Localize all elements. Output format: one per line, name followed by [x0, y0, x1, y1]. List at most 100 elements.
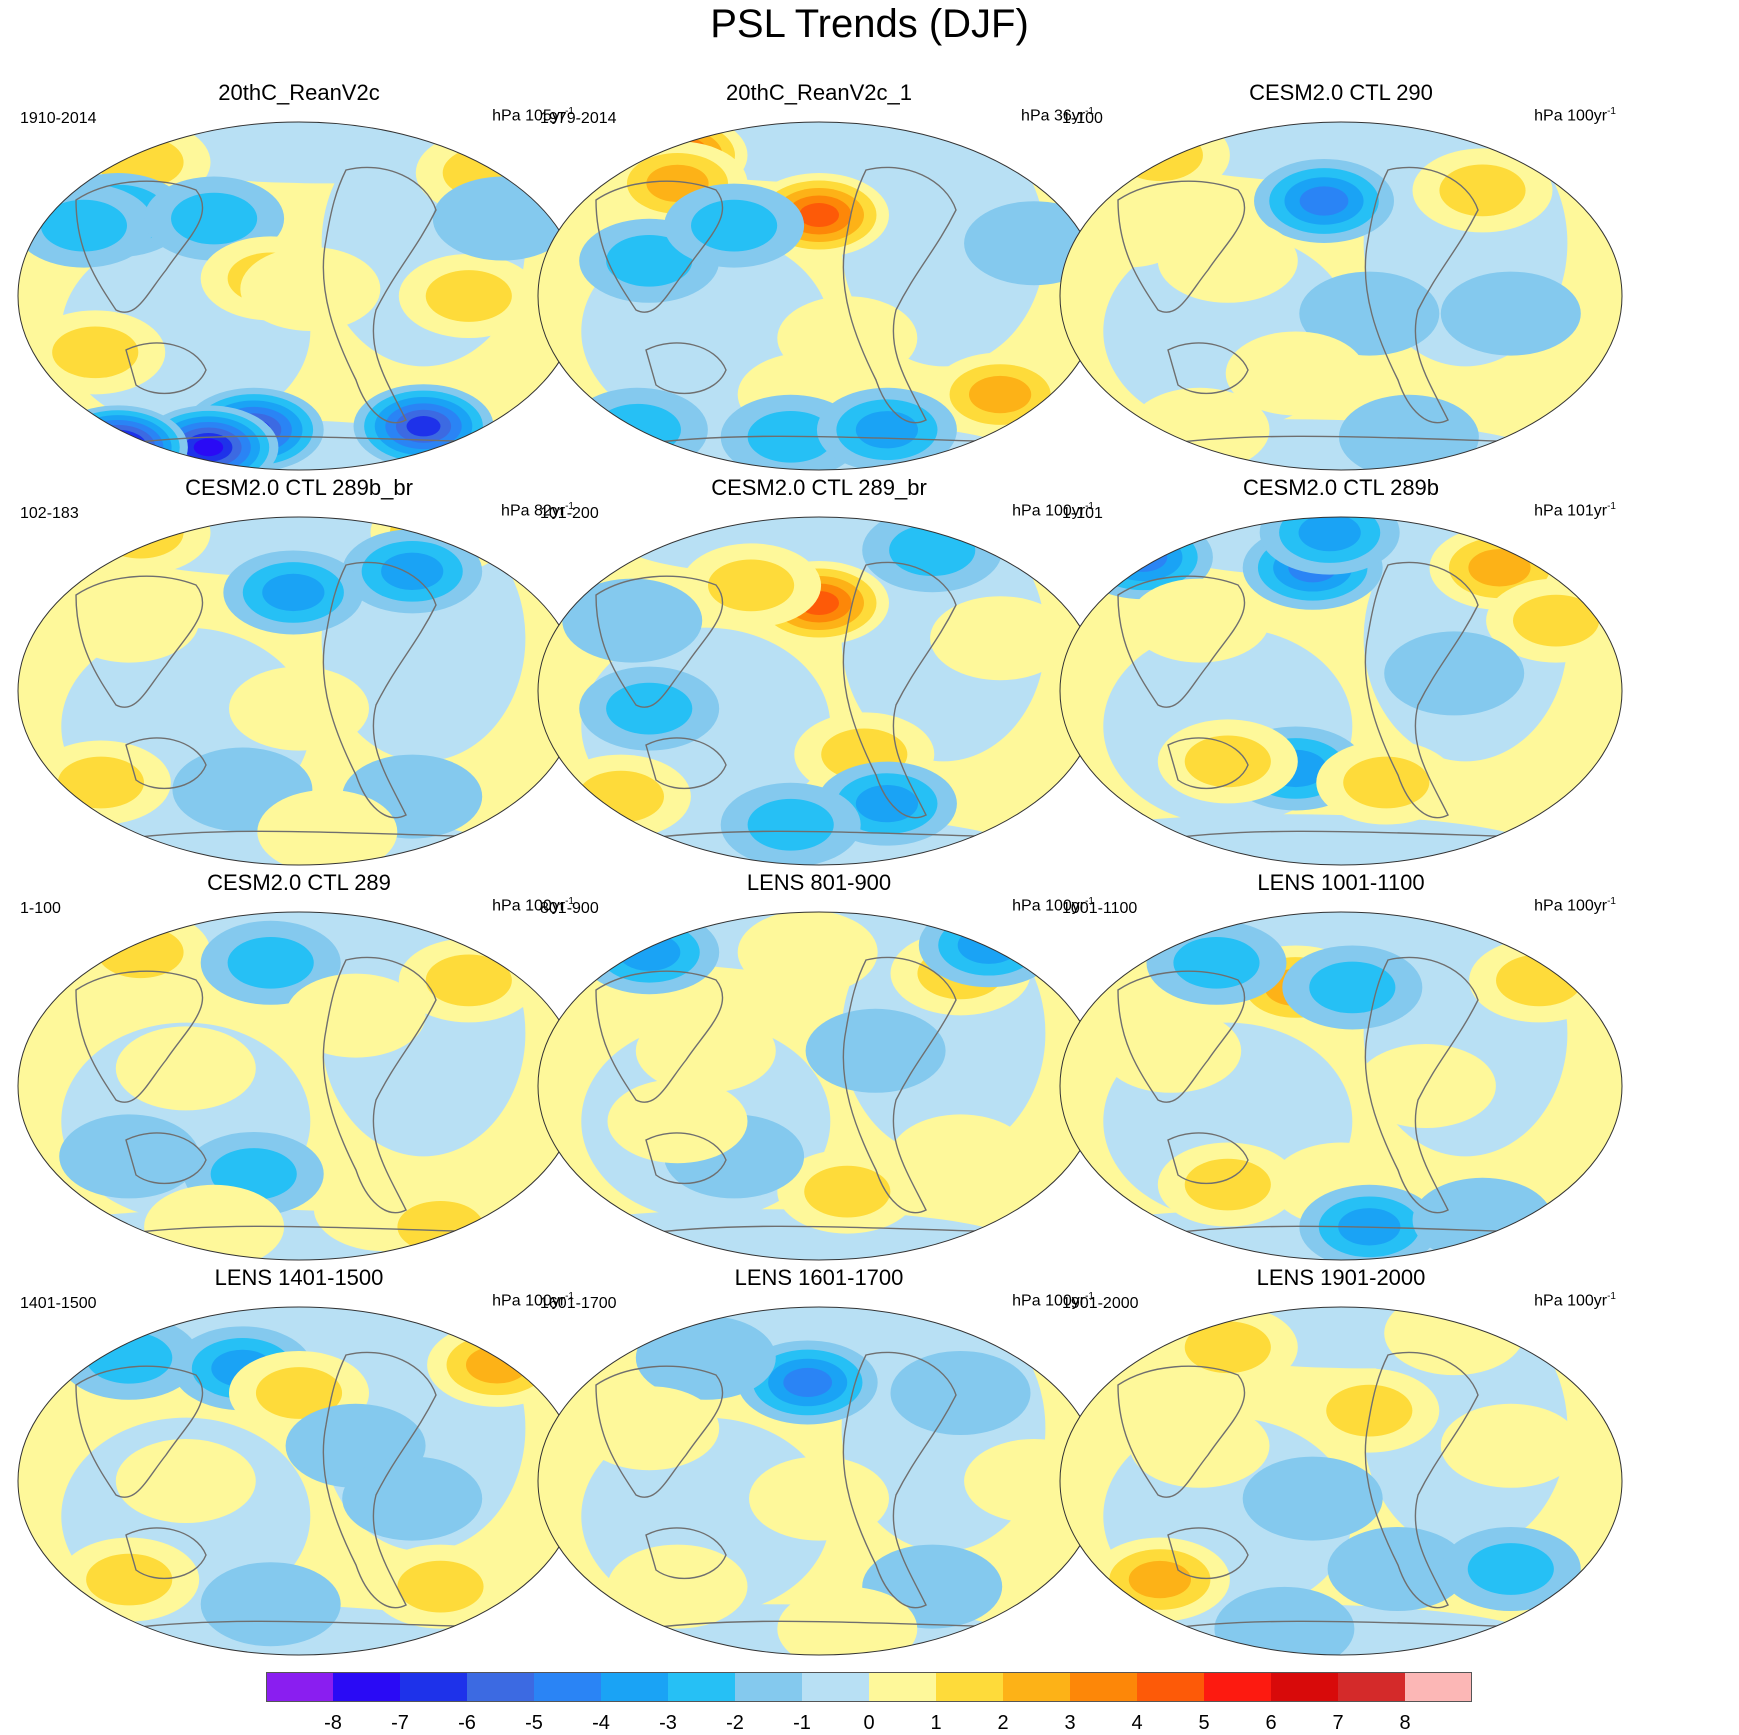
map-svg: [537, 121, 1101, 471]
coastline: [125, 342, 207, 395]
anomaly-contour: [890, 1351, 1031, 1435]
coastline: [125, 737, 207, 790]
anomaly-contour: [1384, 631, 1525, 716]
anomaly-contour: [799, 203, 839, 228]
panel-period: 1-100: [1062, 110, 1103, 127]
map-svg: [17, 911, 581, 1261]
map-svg: [537, 516, 1101, 866]
anomaly-contour: [969, 375, 1032, 414]
colorbar-label: -2: [726, 1712, 744, 1734]
units-exponent: -1: [1607, 501, 1616, 512]
units-exponent: -1: [1607, 896, 1616, 907]
anomaly-contour: [1129, 387, 1270, 470]
anomaly-contour: [1299, 186, 1349, 216]
panel-period: 1979-2014: [540, 110, 617, 127]
panel-period: 1001-1100: [1062, 900, 1138, 917]
colorbar-label: -1: [793, 1712, 811, 1734]
colorbar-box: [400, 1672, 467, 1702]
anomaly-contour: [96, 434, 140, 461]
colorbar-box: [1338, 1672, 1405, 1702]
anomaly-contour: [1173, 936, 1260, 989]
coastline: [322, 166, 437, 424]
panel-units: hPa 36yr-1: [1021, 106, 1094, 125]
colorbar-label: 5: [1198, 1712, 1210, 1734]
anomaly-contour: [397, 1560, 484, 1613]
coastline: [1167, 737, 1249, 790]
coastline: [1167, 1527, 1249, 1580]
colorbar-label: 2: [997, 1712, 1009, 1734]
panel-units: hPa 100yr-1: [1534, 1291, 1616, 1310]
units-exponent: -1: [565, 106, 574, 117]
colorbar-box: [1271, 1672, 1338, 1702]
panel-units: hPa 100yr-1: [1012, 1291, 1094, 1310]
anomaly-contour: [1128, 1560, 1191, 1599]
colorbar-box: [668, 1672, 735, 1702]
units-base: hPa 100yr: [1012, 502, 1086, 520]
coastline: [1157, 1225, 1529, 1236]
coastline: [125, 1132, 207, 1185]
coastline: [1364, 166, 1479, 424]
map-svg: [17, 1306, 581, 1656]
colorbar-box: [266, 1672, 333, 1702]
anomaly-contour: [104, 439, 131, 456]
anomaly-contour: [240, 246, 381, 331]
coastline: [635, 1620, 1007, 1631]
anomaly-contour: [1184, 1158, 1271, 1211]
anomaly-contour: [59, 578, 200, 663]
colorbar-box: [333, 1672, 400, 1702]
panel-title: CESM2.0 CTL 290: [1249, 80, 1433, 105]
units-base: hPa 100yr: [1012, 1292, 1086, 1310]
coastline: [645, 1132, 727, 1185]
map-panel: CESM2.0 CTL 289b_br 102-183 hPa 82yr-1: [10, 475, 588, 870]
panel-units: hPa 105yr-1: [492, 106, 574, 125]
anomaly-contour: [737, 912, 878, 995]
anomaly-contour: [805, 1008, 946, 1093]
units-base: hPa 100yr: [1534, 107, 1608, 125]
map-panel: LENS 1001-1100 1001-1100 hPa 100yr-1: [1052, 870, 1630, 1265]
map-svg: [537, 911, 1101, 1261]
coastline: [1364, 561, 1479, 819]
anomaly-contour: [285, 973, 426, 1058]
anomaly-contour: [342, 1456, 483, 1541]
map-svg: [1059, 1306, 1623, 1656]
colorbar-box: [1137, 1672, 1204, 1702]
map-panel: LENS 801-900 801-900 hPa 100yr-1: [530, 870, 1108, 1265]
units-base: hPa 100yr: [1012, 897, 1086, 915]
map-border: [1059, 516, 1623, 866]
anomaly-contour: [708, 559, 795, 612]
anomaly-contour: [1116, 129, 1203, 182]
units-exponent: -1: [1085, 896, 1094, 907]
units-base: hPa 36yr: [1021, 107, 1086, 125]
map-svg: [1059, 516, 1623, 866]
anomaly-contour: [749, 1456, 889, 1541]
anomaly-contour: [777, 1586, 918, 1655]
units-exponent: -1: [1085, 1291, 1094, 1302]
panel-period: 1901-2000: [1062, 1295, 1139, 1312]
panel-units: hPa 82yr-1: [501, 501, 574, 520]
anomaly-contour: [86, 1331, 173, 1384]
panel-title: LENS 1601-1700: [734, 1265, 904, 1290]
anomaly-contour: [200, 1562, 341, 1647]
units-exponent: -1: [565, 1291, 574, 1302]
anomaly-contour: [262, 573, 325, 612]
map-border: [1059, 121, 1623, 471]
coastline: [322, 1351, 437, 1609]
anomaly-contour: [1439, 164, 1526, 217]
colorbar-box: [601, 1672, 668, 1702]
map-panel: CESM2.0 CTL 289 1-100 hPa 100yr-1: [10, 870, 588, 1265]
units-base: hPa 82yr: [501, 502, 566, 520]
anomaly-contour: [930, 596, 1071, 681]
colorbar-label: 0: [863, 1712, 875, 1734]
panel-units: hPa 101yr-1: [1534, 501, 1616, 520]
panel-period: 101-200: [540, 505, 599, 522]
colorbar-label: 6: [1265, 1712, 1277, 1734]
colorbar-box: [735, 1672, 802, 1702]
anomaly-contour: [1412, 1177, 1553, 1260]
panel-period: 1-101: [1062, 505, 1103, 522]
colorbar-label: -6: [458, 1712, 476, 1734]
units-exponent: -1: [1607, 106, 1616, 117]
anomaly-contour: [1129, 578, 1270, 663]
colorbar-box: [1003, 1672, 1070, 1702]
colorbar-label: 4: [1131, 1712, 1143, 1734]
coastline: [1364, 1351, 1479, 1609]
